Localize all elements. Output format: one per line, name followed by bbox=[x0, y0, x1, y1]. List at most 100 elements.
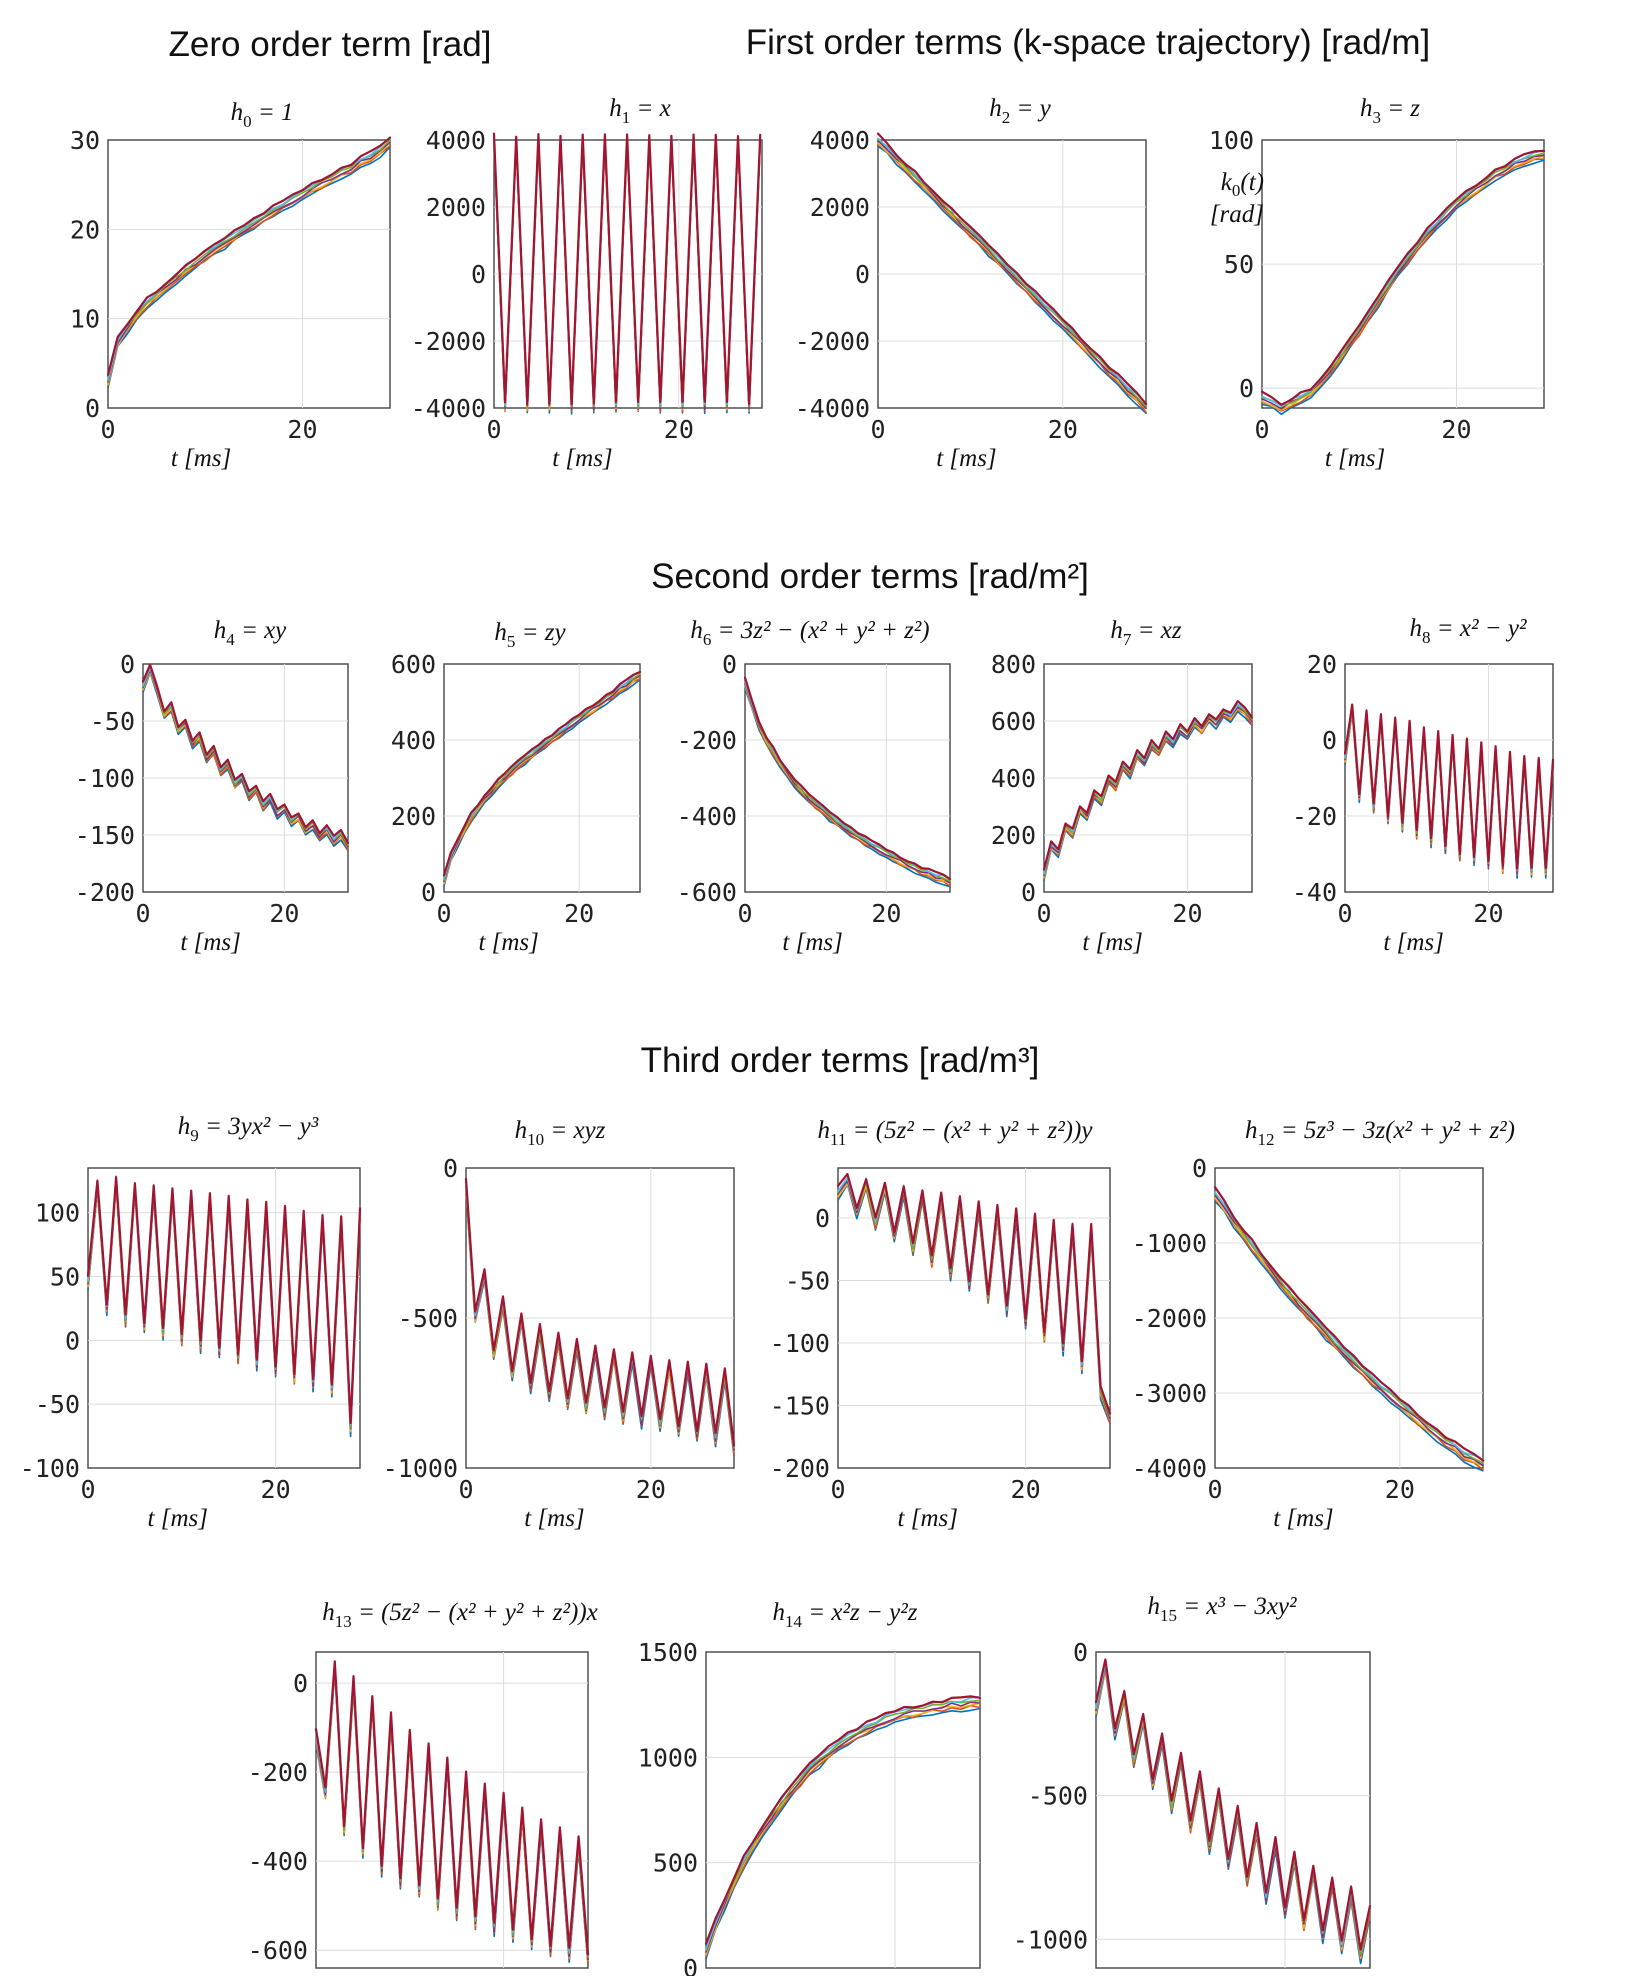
chart-h9: 0 20 -100 -50 0 50 100 t [ms] h9 = 3yx² − y³ bbox=[20, 1113, 362, 1532]
x-tick-label: 20 bbox=[636, 1475, 666, 1504]
y-tick-label: 50 bbox=[1224, 250, 1254, 279]
chart-h2: 0 20 -4000 -2000 0 2000 4000 t [ms] h2 = y bbox=[795, 95, 1148, 472]
y-tick-label: -4000 bbox=[411, 394, 486, 423]
chart-title-h1: h1 = x bbox=[609, 95, 670, 127]
y-tick-label: 400 bbox=[391, 726, 436, 755]
series-line-h2-run-5 bbox=[877, 138, 1147, 408]
y-tick-label: 2000 bbox=[810, 193, 870, 222]
title-subscript: 7 bbox=[1123, 630, 1132, 649]
chart-title-h0: h0 = 1 bbox=[231, 99, 294, 131]
x-tick-label: 0 bbox=[1337, 899, 1352, 928]
x-axis-label-h0: t [ms] bbox=[171, 445, 231, 472]
title-main: h bbox=[515, 1117, 528, 1144]
y-tick-label: 100 bbox=[1209, 126, 1254, 155]
title-subscript: 6 bbox=[703, 630, 712, 649]
title-main: h bbox=[609, 95, 622, 122]
series-line-h2-run-7 bbox=[876, 132, 1148, 406]
title-rest: = x²z − y²z bbox=[802, 1599, 918, 1626]
x-tick-label: 0 bbox=[135, 899, 150, 928]
x-axis-label-h11: t [ms] bbox=[898, 1505, 958, 1532]
chart-h4: 0 20 -200 -150 -100 -50 0 t [ms] h4 = xy bbox=[75, 617, 350, 956]
title-subscript: 3 bbox=[1372, 108, 1381, 127]
x-tick-label: 0 bbox=[830, 1475, 845, 1504]
title-subscript: 5 bbox=[507, 632, 516, 651]
x-axis-label-h12: t [ms] bbox=[1273, 1505, 1333, 1532]
x-tick-label: 20 bbox=[261, 1475, 291, 1504]
x-tick-label: 20 bbox=[1441, 415, 1471, 444]
section-title-first: First order terms (k-space trajectory) [… bbox=[746, 23, 1431, 62]
y-tick-label: -100 bbox=[75, 764, 135, 793]
y-tick-label: -1000 bbox=[383, 1454, 458, 1483]
title-main: h bbox=[1110, 617, 1123, 644]
y-tick-label: -500 bbox=[1028, 1782, 1088, 1811]
chart-h10: 0 20 -1000 -500 0 t [ms] h10 = xyz bbox=[383, 1117, 736, 1532]
y-tick-label: 50 bbox=[50, 1263, 80, 1292]
title-main: h bbox=[1245, 1117, 1258, 1144]
series-line-h12-run-7 bbox=[1213, 1185, 1485, 1462]
chart-title-h15: h15 = x³ − 3xy² bbox=[1147, 1593, 1297, 1625]
series-line-h14-run-5 bbox=[705, 1699, 981, 1952]
y-tick-label: -600 bbox=[248, 1936, 308, 1965]
title-main: h bbox=[322, 1599, 335, 1626]
y-tick-label: -40 bbox=[1292, 878, 1337, 907]
y-tick-label: 500 bbox=[653, 1849, 698, 1878]
series-line-h6-run-7 bbox=[743, 676, 952, 881]
title-rest: = xy bbox=[235, 617, 287, 644]
chart-title-h11: h11 = (5z² − (x² + y² + z²))y bbox=[818, 1117, 1094, 1149]
title-rest: = y bbox=[1010, 95, 1051, 122]
title-rest: = x³ − 3xy² bbox=[1177, 1593, 1297, 1620]
chart-title-h4: h4 = xy bbox=[214, 617, 287, 649]
series-line-h12-run-5 bbox=[1214, 1192, 1484, 1464]
series-line-h5-run-7 bbox=[442, 670, 642, 877]
y-tick-label: -2000 bbox=[795, 327, 870, 356]
plot-area-h5 bbox=[443, 663, 641, 893]
x-axis-label-h7: t [ms] bbox=[1082, 929, 1142, 956]
title-main: h bbox=[494, 619, 507, 646]
y-tick-label: 30 bbox=[70, 126, 100, 155]
y-tick-label: 0 bbox=[1322, 726, 1337, 755]
plot-area-h15 bbox=[1095, 1651, 1371, 1969]
y-tick-label: 4000 bbox=[426, 126, 486, 155]
x-tick-label: 0 bbox=[870, 415, 885, 444]
chart-title-h7: h7 = xz bbox=[1110, 617, 1181, 649]
y-tick-label: -3000 bbox=[1132, 1379, 1207, 1408]
chart-title-h5: h5 = zy bbox=[494, 619, 566, 651]
chart-h12: 0 20 -4000 -3000 -2000 -1000 0 t [ms] h12 = 5z³ … bbox=[1132, 1117, 1515, 1532]
y-tick-label: 1000 bbox=[638, 1743, 698, 1772]
y-tick-label: 0 bbox=[1073, 1638, 1088, 1667]
title-rest: = 3z² − (x² + y² + z²) bbox=[711, 617, 929, 644]
title-main: h bbox=[1360, 95, 1373, 122]
series-line-h3-run-1 bbox=[1261, 159, 1545, 416]
title-rest: = x bbox=[630, 95, 670, 122]
y-tick-label: 0 bbox=[120, 650, 135, 679]
series-line-h13-run-7 bbox=[314, 1660, 590, 1956]
y-tick-label: 0 bbox=[1239, 374, 1254, 403]
x-axis-label-h4: t [ms] bbox=[180, 929, 240, 956]
series-line-h8-run-7 bbox=[1343, 703, 1555, 870]
series-line-h3-run-7 bbox=[1260, 149, 1546, 406]
series-line-h15-run-7 bbox=[1094, 1658, 1372, 1951]
y-tick-label: 2000 bbox=[426, 193, 486, 222]
title-main: h bbox=[178, 1113, 191, 1140]
x-tick-label: 0 bbox=[486, 415, 501, 444]
title-rest: = 1 bbox=[252, 99, 294, 126]
y-tick-label: -4000 bbox=[1132, 1454, 1207, 1483]
y-tick-label: -400 bbox=[248, 1847, 308, 1876]
chart-h6: 0 20 -600 -400 -200 0 t [ms] h6 = 3z² − (x² + y… bbox=[677, 617, 952, 956]
chart-h8: 0 20 -40 -20 0 20 t [ms] h8 = x² − y² bbox=[1292, 615, 1555, 956]
y-tick-label: 0 bbox=[815, 1204, 830, 1233]
y-tick-label: 100 bbox=[35, 1199, 80, 1228]
y-tick-label: -2000 bbox=[1132, 1304, 1207, 1333]
y-tick-label: 0 bbox=[855, 260, 870, 289]
series-line-h0-run-7 bbox=[106, 136, 392, 376]
chart-title-h10: h10 = xyz bbox=[515, 1117, 606, 1149]
x-tick-label: 20 bbox=[269, 899, 299, 928]
x-axis-label-h10: t [ms] bbox=[524, 1505, 584, 1532]
y-tick-label: 200 bbox=[391, 802, 436, 831]
y-tick-label: 20 bbox=[70, 215, 100, 244]
y-tick-label: -100 bbox=[20, 1454, 80, 1483]
section-title-second: Second order terms [rad/m²] bbox=[651, 557, 1089, 596]
